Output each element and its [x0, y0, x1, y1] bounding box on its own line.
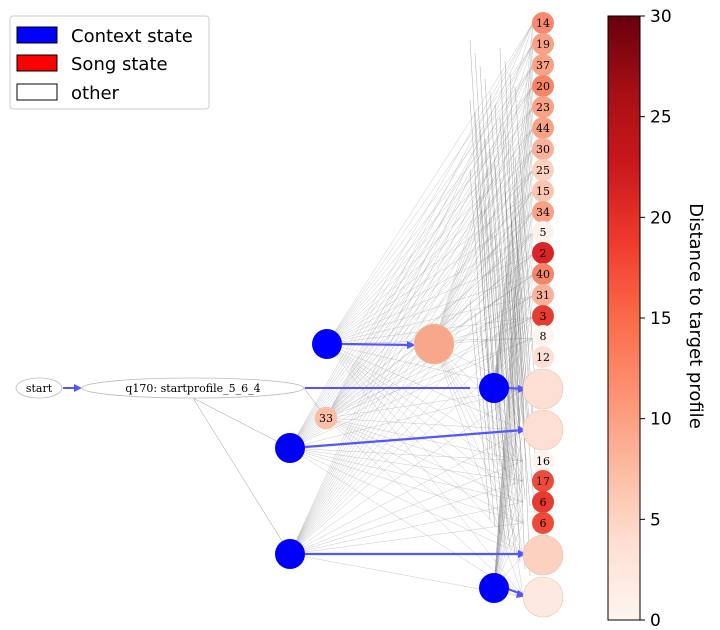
- song-state-column: 14 19 37 20 23 44 30 25 15 34 5 2 40 31 …: [532, 12, 554, 534]
- song-state-label: 6: [540, 517, 547, 530]
- song-state-label: 30: [536, 143, 550, 156]
- legend-label: Song state: [71, 54, 168, 75]
- context-state-node: [275, 539, 305, 569]
- context-state-node: [479, 573, 509, 603]
- song-state-node: 6: [532, 512, 554, 534]
- song-state-node: 20: [532, 75, 554, 97]
- song-state-label: 34: [536, 206, 550, 219]
- colorbar-tick-label: 25: [650, 108, 672, 128]
- song-state-label: 40: [536, 268, 550, 281]
- song-state-label: 37: [536, 59, 550, 72]
- context-transitions: [63, 341, 527, 598]
- legend-swatch: [16, 54, 58, 72]
- song-state-label: 2: [540, 247, 547, 260]
- song-state-node: 3: [532, 305, 554, 327]
- colorbar-label: Distance to target profile: [685, 203, 706, 429]
- song-state-node: [522, 409, 564, 451]
- colorbar-tick-label: 0: [650, 611, 661, 630]
- song-state-node: 2: [532, 242, 554, 264]
- large-song-states: [413, 323, 564, 618]
- colorbar-tick-label: 20: [650, 208, 672, 228]
- song-state-label: 25: [536, 164, 550, 177]
- context-states: [275, 329, 509, 603]
- legend-item-context: Context state: [16, 26, 193, 47]
- song-state-label: 31: [536, 289, 550, 302]
- context-state-node: [275, 433, 305, 463]
- song-state-node: 19: [532, 33, 554, 55]
- start-node: start: [15, 377, 63, 399]
- song-state-label: 14: [536, 17, 550, 30]
- graph-edges: [192, 22, 536, 598]
- colorbar: 0 5 10 15 20 25 30 Distance to target profile: [607, 7, 706, 630]
- colorbar-tick-label: 15: [650, 309, 672, 329]
- colorbar-tick-label: 10: [650, 410, 672, 430]
- profile-label: q170: startprofile_5_6_4: [125, 382, 260, 395]
- song-state-node: 37: [532, 54, 554, 76]
- song-state-label: 5: [540, 226, 547, 239]
- colorbar-tick-label: 5: [650, 510, 661, 530]
- song-state-node: [522, 576, 564, 618]
- song-state-node: 14: [532, 12, 554, 34]
- song-state-node: [522, 534, 564, 576]
- song-state-node: 25: [532, 159, 554, 181]
- song-state-node: 17: [532, 470, 554, 492]
- side-state-label: 33: [319, 412, 333, 425]
- song-state-node: 5: [532, 221, 554, 243]
- colorbar-tick-label: 30: [650, 7, 672, 27]
- song-state-label: 20: [536, 80, 550, 93]
- song-state-label: 15: [536, 185, 550, 198]
- colorbar-gradient: [607, 15, 641, 621]
- legend-label: other: [71, 83, 120, 104]
- legend: Context state Song state other: [9, 15, 210, 110]
- context-state-node: [479, 373, 509, 403]
- legend-swatch: [16, 83, 58, 101]
- profile-node: q170: startprofile_5_6_4: [81, 377, 305, 399]
- colorbar-ticks: 0 5 10 15 20 25 30: [640, 7, 672, 630]
- song-state-node: 6: [532, 491, 554, 513]
- song-state-node: 8: [532, 325, 554, 347]
- song-state-node: [413, 323, 455, 365]
- song-state-node: [522, 368, 564, 410]
- song-state-node: 31: [532, 284, 554, 306]
- side-state-node: 33: [314, 406, 338, 430]
- song-state-node: 30: [532, 138, 554, 160]
- song-state-node: 12: [532, 346, 554, 368]
- legend-label: Context state: [71, 26, 193, 47]
- song-state-label: 3: [540, 310, 547, 323]
- song-state-label: 44: [536, 122, 550, 135]
- legend-frame: [9, 15, 210, 110]
- song-state-label: 12: [536, 351, 550, 364]
- song-state-label: 19: [536, 38, 550, 51]
- song-state-node: 44: [532, 117, 554, 139]
- song-state-label: 6: [540, 496, 547, 509]
- song-state-node: 15: [532, 180, 554, 202]
- song-state-node: 23: [532, 96, 554, 118]
- song-state-label: 8: [540, 330, 547, 343]
- song-state-node: 34: [532, 201, 554, 223]
- song-state-label: 23: [536, 101, 550, 114]
- context-state-node: [312, 329, 342, 359]
- song-state-label: 16: [536, 455, 550, 468]
- legend-swatch: [16, 26, 58, 44]
- start-label: start: [26, 382, 53, 395]
- song-state-label: 17: [536, 475, 550, 488]
- song-state-node: 16: [532, 450, 554, 472]
- legend-item-other: other: [16, 83, 120, 104]
- song-state-node: 40: [532, 263, 554, 285]
- legend-item-song: Song state: [16, 54, 168, 75]
